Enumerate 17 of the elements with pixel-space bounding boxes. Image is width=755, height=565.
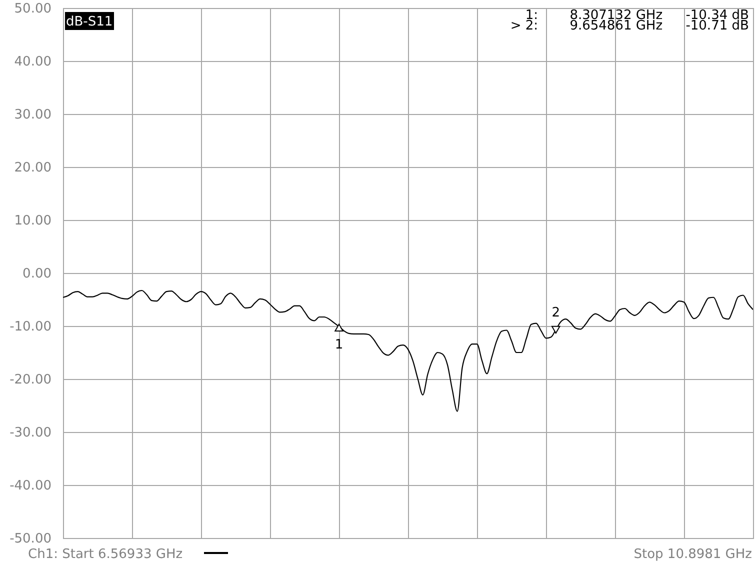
y-tick-label: 30.00 [14, 108, 52, 122]
y-tick-label: 20.00 [14, 160, 52, 176]
line-series [63, 290, 753, 412]
y-tick-label: 50.00 [14, 2, 52, 16]
annotation: 1 [334, 338, 344, 353]
y-tick-label: 10.00 [14, 214, 52, 228]
text: Ch1: Start 6.56933 GHz [28, 547, 183, 562]
text: dB-S11 [66, 14, 113, 30]
y-tick-label: -10.00 [10, 320, 52, 334]
y-tick-label: -30.00 [10, 426, 52, 440]
text: Stop 10.8981 GHz [634, 547, 752, 562]
y-tick-label: -50.00 [10, 532, 52, 546]
y-tick-label: 0.00 [22, 266, 52, 282]
annotation: 2 [552, 306, 560, 321]
y-tick-label: -40.00 [10, 478, 52, 494]
y-tick-label: 40.00 [14, 54, 52, 70]
y-tick-label: -20.00 [10, 372, 52, 388]
